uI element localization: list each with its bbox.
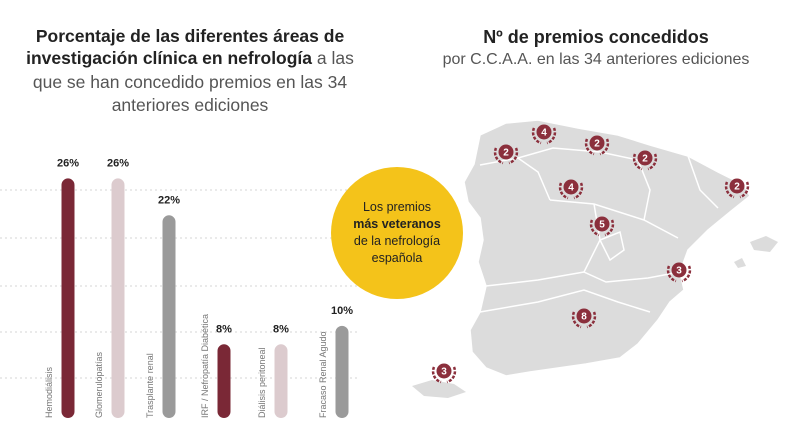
badge-line1: Los premios — [362, 200, 432, 214]
category-label: Fracaso Renal Agudo — [318, 331, 328, 418]
marker-disc — [576, 308, 592, 324]
value-label: 8% — [216, 323, 232, 335]
laurel-icon — [571, 311, 597, 329]
award-marker: 3 — [431, 363, 457, 384]
marker-count: 2 — [734, 182, 740, 193]
balearic-islands-small — [734, 258, 746, 268]
laurel-icon — [531, 127, 557, 145]
award-marker: 3 — [666, 262, 692, 283]
value-label: 10% — [331, 305, 353, 317]
peninsula-shape — [463, 119, 751, 377]
marker-count: 5 — [599, 220, 605, 231]
canary-islands — [412, 380, 466, 398]
category-label: Glomerulopatías — [94, 351, 104, 418]
map-land — [412, 119, 778, 398]
badge-line4: española — [371, 251, 423, 265]
marker-count: 2 — [642, 154, 648, 165]
laurel-icon — [584, 138, 610, 156]
award-marker: 2 — [724, 178, 750, 199]
bar — [162, 215, 176, 418]
laurel-icon — [493, 147, 519, 165]
bar — [274, 344, 288, 418]
balearic-islands — [750, 236, 778, 252]
award-marker: 2 — [493, 144, 519, 165]
marker-count: 8 — [581, 312, 587, 323]
chart-panel: Porcentaje de las diferentes áreas de in… — [0, 0, 375, 438]
laurel-icon — [589, 219, 615, 237]
chart-title-line2-rest: a las — [312, 48, 354, 68]
bar — [217, 344, 231, 418]
marker-disc — [536, 124, 552, 140]
marker-disc — [498, 144, 514, 160]
map-title: Nº de premios concedidos — [483, 27, 709, 47]
marker-count: 2 — [594, 139, 600, 150]
badge-line3: de la nefrología — [353, 234, 441, 248]
laurel-icon — [558, 182, 584, 200]
value-label: 22% — [158, 194, 180, 206]
award-marker: 8 — [571, 308, 597, 329]
award-marker: 4 — [531, 124, 557, 145]
category-label: IRF / Nefropatía Diabética — [200, 314, 210, 418]
laurel-icon — [632, 153, 658, 171]
laurel-icon — [666, 265, 692, 283]
marker-count: 3 — [676, 266, 682, 277]
map-subtitle: por C.C.A.A. en las 34 anteriores edicio… — [442, 51, 750, 68]
award-markers: 2 4 2 2 4 2 5 3 8 3 — [431, 124, 750, 384]
chart-title-line1: Porcentaje de las diferentes áreas de — [8, 25, 372, 47]
chart-title-line2: investigación clínica en nefrología a la… — [8, 47, 372, 69]
category-label: Hemodiálisis — [44, 366, 54, 418]
award-marker: 2 — [632, 150, 658, 171]
chart-title-line4: anteriores ediciones — [111, 95, 269, 115]
badge-line2: más veteranos — [353, 217, 441, 231]
marker-disc — [563, 179, 579, 195]
bar-chart: 26% Hemodiálisis 26% Glomerulopatías 22% Tras… — [0, 157, 360, 418]
value-label: 26% — [57, 157, 79, 169]
bar — [61, 178, 75, 418]
marker-count: 4 — [568, 183, 574, 194]
value-label: 26% — [107, 157, 129, 169]
marker-disc — [729, 178, 745, 194]
award-marker: 2 — [584, 135, 610, 156]
category-label: Diálisis peritoneal — [257, 347, 267, 418]
chart-title-line2-bold: investigación clínica en nefrología — [26, 48, 313, 68]
marker-disc — [436, 363, 452, 379]
bar — [111, 178, 125, 418]
chart-title-line3: que se han concedido premios en las 34 — [32, 72, 348, 92]
marker-count: 2 — [503, 148, 509, 159]
category-label: Trasplante renal — [145, 353, 155, 418]
laurel-icon — [431, 366, 457, 384]
spain-map: 2 4 2 2 4 2 5 3 8 3 — [412, 119, 778, 398]
veteran-badge: Los premios más veteranos de la nefrolog… — [331, 167, 463, 299]
marker-count: 4 — [541, 128, 547, 139]
laurel-icon — [724, 181, 750, 199]
chart-title-line1-text: Porcentaje de las diferentes áreas de — [35, 26, 345, 46]
marker-disc — [637, 150, 653, 166]
value-label: 8% — [273, 323, 289, 335]
marker-count: 3 — [441, 367, 447, 378]
marker-disc — [589, 135, 605, 151]
marker-disc — [594, 216, 610, 232]
marker-disc — [671, 262, 687, 278]
award-marker: 5 — [589, 216, 615, 237]
award-marker: 4 — [558, 179, 584, 200]
bar — [335, 325, 349, 418]
